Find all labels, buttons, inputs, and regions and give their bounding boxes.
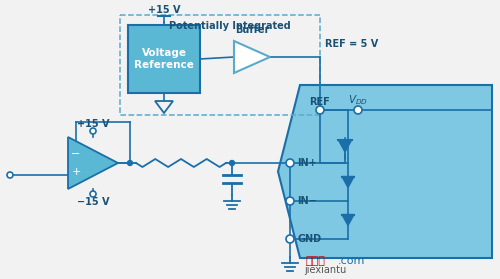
- Text: IN+: IN+: [297, 158, 317, 168]
- Circle shape: [354, 106, 362, 114]
- Polygon shape: [338, 140, 351, 152]
- Text: +: +: [72, 167, 80, 177]
- Text: +15 V: +15 V: [77, 119, 109, 129]
- Text: IN−: IN−: [297, 196, 317, 206]
- Text: 接线图: 接线图: [305, 256, 325, 266]
- Polygon shape: [342, 177, 354, 187]
- Circle shape: [90, 128, 96, 134]
- Polygon shape: [278, 85, 492, 258]
- Text: REF = 5 V: REF = 5 V: [325, 39, 378, 49]
- Text: Potentially Integrated: Potentially Integrated: [169, 21, 291, 31]
- Text: −: −: [72, 149, 80, 159]
- Text: Voltage
Reference: Voltage Reference: [134, 48, 194, 70]
- Bar: [120, 15, 320, 115]
- Circle shape: [128, 160, 132, 165]
- Text: .com: .com: [338, 256, 365, 266]
- Circle shape: [230, 160, 234, 165]
- Circle shape: [90, 191, 96, 197]
- Text: jiexiantu: jiexiantu: [304, 265, 346, 275]
- Circle shape: [286, 235, 294, 243]
- Text: −15 V: −15 V: [77, 197, 109, 207]
- Text: GND: GND: [297, 234, 321, 244]
- Polygon shape: [342, 215, 354, 225]
- Polygon shape: [234, 41, 270, 73]
- Text: Buffer: Buffer: [235, 25, 269, 35]
- Text: +15 V: +15 V: [148, 5, 180, 15]
- Circle shape: [286, 197, 294, 205]
- Circle shape: [316, 106, 324, 114]
- Text: REF: REF: [310, 97, 330, 107]
- Bar: [128, 25, 200, 93]
- Circle shape: [7, 172, 13, 178]
- Circle shape: [286, 159, 294, 167]
- Polygon shape: [68, 137, 118, 189]
- Text: $V_{DD}$: $V_{DD}$: [348, 93, 368, 107]
